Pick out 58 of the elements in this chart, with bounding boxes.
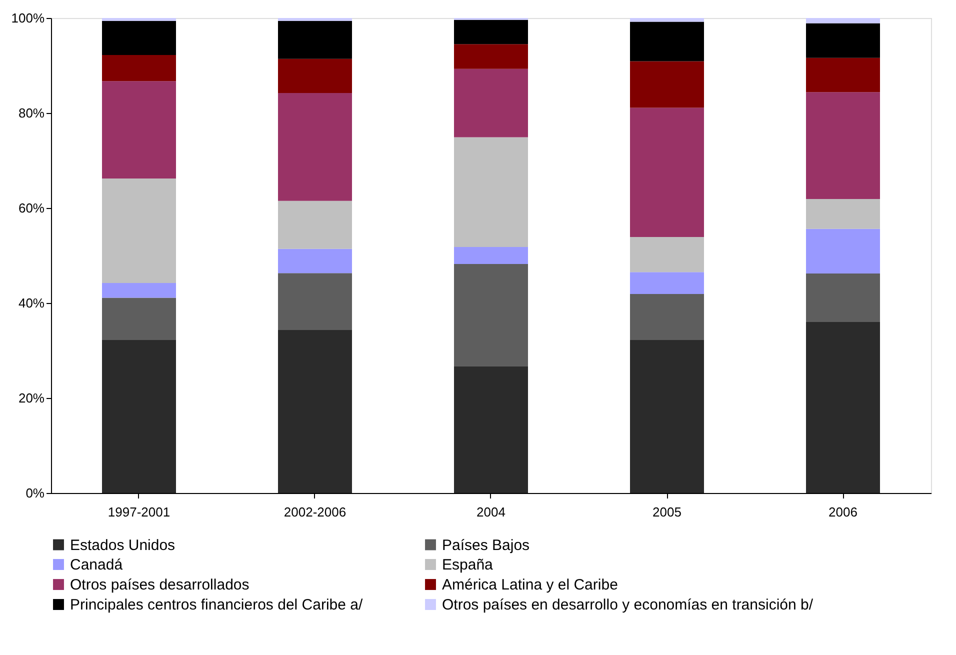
bar (102, 178, 176, 284)
bar (806, 322, 880, 493)
bar (278, 93, 352, 201)
bar (454, 137, 528, 247)
bar (630, 61, 704, 108)
bar (454, 246, 528, 264)
bar (806, 274, 880, 322)
bar (454, 366, 528, 493)
bar (806, 198, 880, 229)
bar (102, 55, 176, 82)
bar (630, 340, 704, 493)
legend-label: Principales centros financieros del Caribe a/ (70, 596, 364, 614)
legend-label: Otros países en desarrollo y economías en transición b/ (442, 596, 814, 614)
legend-label: Otros países desarrollados (70, 576, 250, 594)
bar (454, 68, 528, 138)
bar (630, 294, 704, 340)
x-tick-label: 2002-2006 (284, 504, 346, 520)
bar (454, 20, 528, 44)
legend-label: Países Bajos (442, 536, 530, 554)
bar (806, 18, 880, 24)
bar (278, 20, 352, 59)
x-tick-label: 2005 (652, 504, 682, 520)
y-tick-label: 100% (11, 10, 45, 26)
y-tick-label: 20% (18, 390, 45, 406)
bar (102, 18, 176, 21)
x-tick-label: 2006 (828, 504, 858, 520)
bar (806, 58, 880, 92)
y-tick-label: 80% (18, 106, 45, 120)
bar (454, 264, 528, 366)
bar (278, 273, 352, 330)
y-tick-label: 60% (18, 200, 45, 216)
x-tick-label: 1997-2001 (108, 504, 170, 520)
bar (102, 283, 176, 298)
bar (630, 236, 704, 272)
bar (278, 58, 352, 94)
bar (278, 200, 352, 249)
bar (102, 340, 176, 493)
bar (102, 298, 176, 340)
x-tick-label: 2004 (476, 504, 506, 520)
legend-label: España (442, 556, 494, 574)
bar (278, 248, 352, 274)
bar (806, 228, 880, 274)
bar (630, 22, 704, 62)
bar (806, 23, 880, 58)
bar (278, 330, 352, 493)
bar (102, 81, 176, 179)
y-tick-label: 40% (18, 296, 45, 310)
bar (806, 92, 880, 199)
legend-label: Estados Unidos (70, 536, 176, 554)
bar (278, 18, 352, 21)
bar (454, 44, 528, 69)
legend-label: América Latina y el Caribe (442, 576, 618, 594)
bar (630, 108, 704, 237)
bar (102, 20, 176, 56)
bar (630, 272, 704, 294)
legend-label: Canadá (70, 556, 124, 574)
bar (630, 18, 704, 22)
y-tick-label: 0% (26, 486, 45, 500)
